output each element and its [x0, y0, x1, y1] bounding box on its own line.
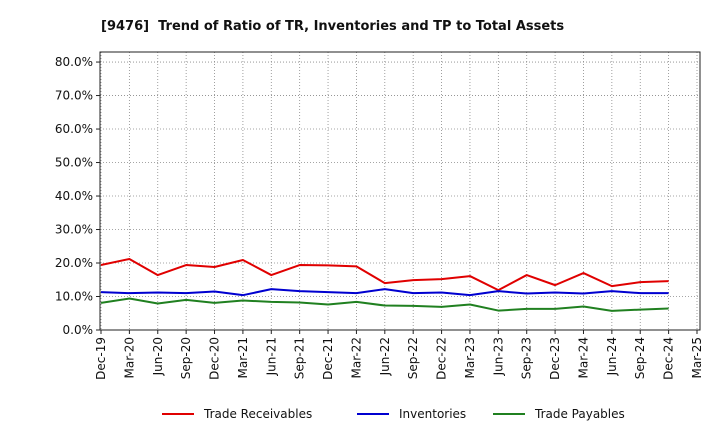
- x-tick-label: Dec-23: [548, 337, 562, 380]
- legend-item: Trade Receivables: [162, 407, 312, 421]
- y-tick-label: 70.0%: [55, 89, 93, 103]
- y-tick-label: 80.0%: [55, 55, 93, 69]
- plot-frame: [99, 51, 701, 331]
- y-tick-label: 20.0%: [55, 256, 93, 270]
- x-tick-label: Mar-21: [236, 337, 250, 378]
- x-tick-label: Jun-24: [605, 337, 619, 376]
- y-tick-label: 30.0%: [55, 223, 93, 237]
- x-tick-label: Sep-20: [179, 337, 193, 379]
- x-tick-label: Mar-22: [349, 337, 363, 378]
- x-tick-label: Sep-22: [406, 337, 420, 379]
- x-tick-label: Sep-21: [293, 337, 307, 379]
- series-line-inventories: [100, 288, 669, 297]
- legend-label: Inventories: [399, 407, 466, 421]
- x-tick-label: Mar-23: [463, 337, 477, 378]
- series-line-trade-receivables: [100, 257, 669, 292]
- x-tick-label: Dec-21: [321, 337, 335, 380]
- x-tick-label: Dec-20: [208, 337, 222, 380]
- series-group: [100, 257, 669, 312]
- x-tick-label: Dec-24: [662, 337, 676, 380]
- x-tick-label: Dec-22: [435, 337, 449, 380]
- x-tick-label: Jun-20: [151, 337, 165, 376]
- legend-label: Trade Receivables: [203, 407, 312, 421]
- y-tick-label: 40.0%: [55, 189, 93, 203]
- y-tick-label: 10.0%: [55, 290, 93, 304]
- x-tick-label: Mar-20: [122, 337, 136, 378]
- x-tick-label: Mar-24: [576, 337, 590, 378]
- legend-label: Trade Payables: [534, 407, 625, 421]
- y-tick-label: 50.0%: [55, 156, 93, 170]
- x-tick-label: Sep-23: [520, 337, 534, 379]
- x-tick-label: Jun-21: [264, 337, 278, 376]
- legend: Trade Receivables Inventories Trade Payabl…: [162, 407, 625, 421]
- legend-item: Inventories: [357, 407, 466, 421]
- x-tick-label: Sep-24: [633, 337, 647, 379]
- x-tick-label: Dec-19: [94, 337, 108, 380]
- grid: [100, 52, 700, 331]
- x-tick-label: Jun-23: [491, 337, 505, 376]
- x-tick-label: Jun-22: [378, 337, 392, 376]
- x-tick-label: Mar-25: [690, 337, 704, 378]
- y-tick-label: 0.0%: [63, 323, 94, 337]
- series-line-trade-payables: [100, 297, 669, 312]
- y-tick-label: 60.0%: [55, 122, 93, 136]
- y-axis: 0.0% 10.0% 20.0% 30.0% 40.0% 50.0% 60.0% 70.0% 8…: [55, 55, 100, 337]
- chart-title: [9476] Trend of Ratio of TR, Inventories…: [101, 19, 564, 34]
- legend-item: Trade Payables: [493, 407, 625, 421]
- x-axis: Dec-19 Mar-20 Jun-20 Sep-20 Dec-20 Mar-21 Jun-…: [94, 330, 704, 380]
